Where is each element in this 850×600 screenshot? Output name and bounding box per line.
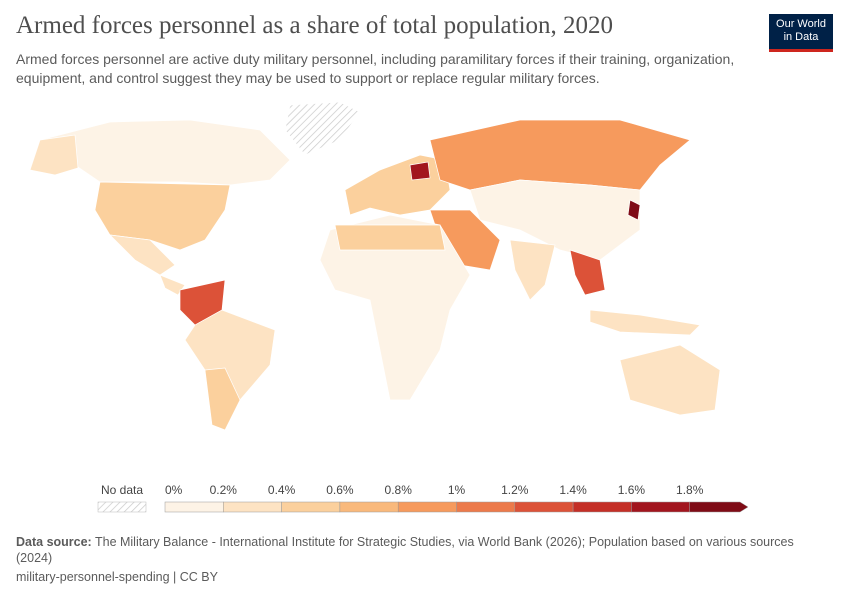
subtitle: Armed forces personnel are active duty m… [16,51,735,86]
legend-no-data-swatch [97,501,147,513]
legend-label: 1.8% [676,483,704,497]
canada [39,119,291,186]
usa [94,181,231,251]
legend-swatch [572,501,632,513]
source-label: Data source: [16,535,92,549]
southeast-asia [569,249,606,296]
legend-swatch [281,501,341,513]
mexico [109,234,176,276]
legend-label: 0.4% [268,483,296,497]
korea [627,199,641,221]
legend-swatch [456,501,516,513]
central-america [159,274,186,296]
legend-swatch [339,501,399,513]
title: Armed forces personnel as a share of tot… [16,12,614,39]
logo[interactable]: Our World in Data [769,14,833,52]
legend-label: 0.2% [210,483,238,497]
greenland [284,101,361,156]
indonesia [589,309,701,336]
legend: No data 0% 0.2% 0.4% 0.6% 0.8% 1% 1.2% 1.4% 1.6%… [97,483,749,513]
legend-swatch [397,501,457,513]
source-text: The Military Balance - International Ins… [16,535,794,565]
europe [344,154,451,216]
legend-label: 0% [165,483,183,497]
argentina [204,367,241,431]
logo-line: in Data [783,31,819,43]
legend-swatch [631,501,690,513]
legend-label: 0.6% [326,483,354,497]
world-map [29,101,721,431]
australia [619,344,721,416]
legend-swatch [223,501,282,513]
china-central-asia [469,179,641,261]
belarus [409,161,431,181]
legend-no-data-label: No data [101,483,143,497]
slug: military-personnel-spending | CC BY [16,570,218,584]
india [509,239,556,301]
legend-swatch [689,501,749,513]
legend-label: 1.2% [501,483,529,497]
logo-line: Our World [776,18,826,30]
legend-label: 1% [448,483,466,497]
alaska [29,134,79,176]
legend-label: 1.4% [559,483,587,497]
source: Data source: The Military Balance - Inte… [16,534,826,566]
north-africa [334,224,446,251]
russia [429,119,691,191]
legend-label: 1.6% [618,483,646,497]
legend-label: 0.8% [385,483,413,497]
legend-swatch [514,501,574,513]
legend-swatch [164,501,224,513]
